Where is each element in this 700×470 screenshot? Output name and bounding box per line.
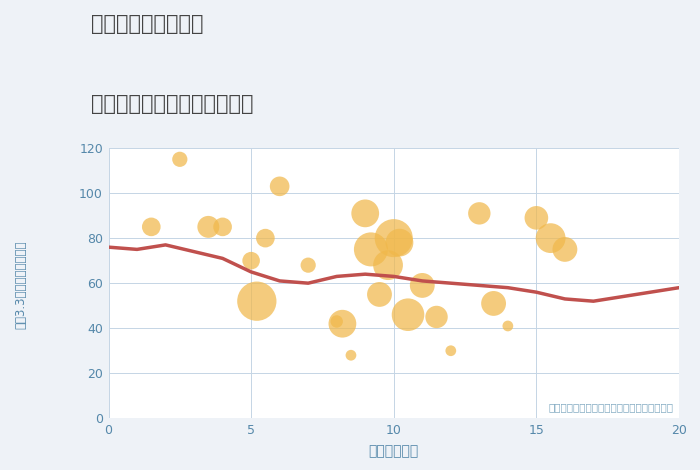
Point	[374, 290, 385, 298]
Point	[345, 352, 356, 359]
Point	[203, 223, 214, 231]
Point	[445, 347, 456, 354]
Point	[337, 320, 348, 328]
Point	[174, 156, 186, 163]
Point	[260, 235, 271, 242]
Point	[246, 257, 257, 265]
Point	[394, 239, 405, 246]
Point	[388, 235, 399, 242]
Point	[559, 246, 570, 253]
Point	[488, 300, 499, 307]
Text: 三重県伊賀市野村の: 三重県伊賀市野村の	[91, 14, 204, 34]
Point	[331, 318, 342, 325]
Point	[251, 298, 262, 305]
Point	[360, 210, 371, 217]
X-axis label: 駅距離（分）: 駅距離（分）	[369, 444, 419, 458]
Point	[274, 182, 286, 190]
Point	[146, 223, 157, 231]
Point	[531, 214, 542, 222]
Point	[402, 311, 414, 319]
Text: 円の大きさは、取引のあった物件面積を示す: 円の大きさは、取引のあった物件面積を示す	[548, 403, 673, 413]
Point	[382, 261, 393, 269]
Point	[431, 313, 442, 321]
Point	[365, 246, 377, 253]
Point	[302, 261, 314, 269]
Point	[416, 282, 428, 289]
Point	[474, 210, 485, 217]
Point	[503, 322, 514, 330]
Text: 駅距離別中古マンション価格: 駅距離別中古マンション価格	[91, 94, 253, 114]
Point	[217, 223, 228, 231]
Point	[545, 235, 557, 242]
Text: 坪（3.3㎡）単価（万円）: 坪（3.3㎡）単価（万円）	[15, 240, 27, 329]
